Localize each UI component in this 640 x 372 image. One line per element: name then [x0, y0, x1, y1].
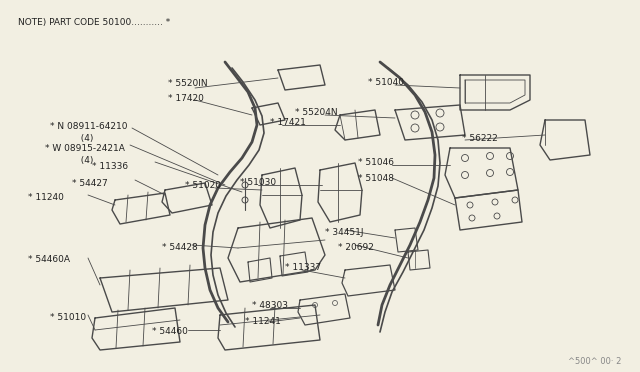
Text: * 5520IN: * 5520IN — [168, 78, 207, 87]
Text: * W 08915-2421A: * W 08915-2421A — [45, 144, 125, 153]
Text: * 54460A: * 54460A — [28, 256, 70, 264]
Text: (4): (4) — [75, 155, 93, 164]
Text: * 51030: * 51030 — [240, 177, 276, 186]
Text: * 56222: * 56222 — [462, 134, 498, 142]
Text: * N 08911-64210: * N 08911-64210 — [50, 122, 127, 131]
Text: * 11337: * 11337 — [285, 263, 321, 273]
Text: (4): (4) — [75, 134, 93, 142]
Text: * 54428: * 54428 — [162, 244, 198, 253]
Text: ^500^ 00· 2: ^500^ 00· 2 — [568, 357, 621, 366]
Text: * 34451J: * 34451J — [325, 228, 364, 237]
Text: * 51046: * 51046 — [358, 157, 394, 167]
Text: * 51040: * 51040 — [368, 77, 404, 87]
Text: * 55204N: * 55204N — [295, 108, 338, 116]
Text: * 11336: * 11336 — [92, 161, 128, 170]
Text: * 51020: * 51020 — [185, 180, 221, 189]
Text: * 54427: * 54427 — [72, 179, 108, 187]
Text: * 20692: * 20692 — [338, 244, 374, 253]
Text: * 54460: * 54460 — [152, 327, 188, 337]
Text: * 51010: * 51010 — [50, 314, 86, 323]
Text: * 17421: * 17421 — [270, 118, 306, 126]
Text: NOTE) PART CODE 50100........... *: NOTE) PART CODE 50100........... * — [18, 17, 170, 26]
Text: * 11241: * 11241 — [245, 317, 281, 327]
Text: * 11240: * 11240 — [28, 192, 64, 202]
Text: * 48303: * 48303 — [252, 301, 288, 311]
Text: * 17420: * 17420 — [168, 93, 204, 103]
Text: * 51048: * 51048 — [358, 173, 394, 183]
